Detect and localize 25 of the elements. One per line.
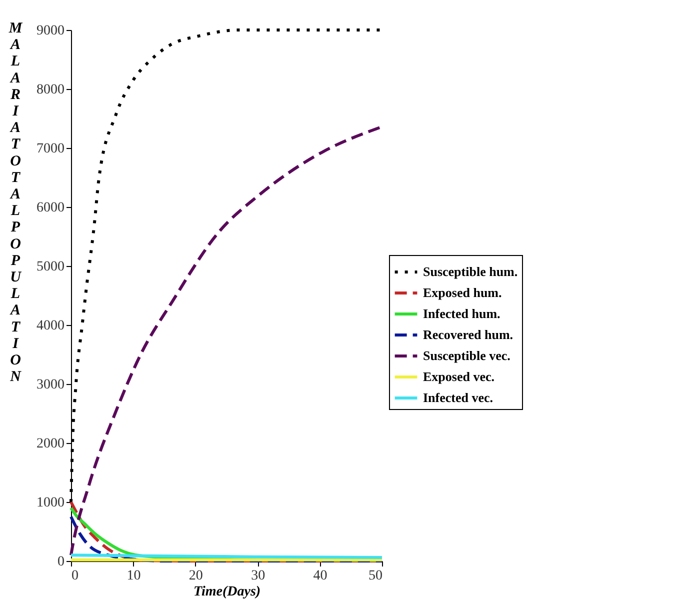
x-tick-label: 20 <box>188 568 203 584</box>
y-tick-label: 3000 <box>36 378 64 392</box>
x-tick-label: 0 <box>72 568 78 584</box>
legend-label: Recovered hum. <box>423 327 514 342</box>
text: MALARIA TOTAL POPULATION <box>8 20 22 386</box>
y-tick-label: 8000 <box>36 82 64 98</box>
y-tick-label: 0 <box>58 554 64 570</box>
legend-label: Exposed hum. <box>423 285 502 300</box>
legend-label: Exposed vec. <box>423 369 494 384</box>
y-tick-label: 4000 <box>36 318 64 334</box>
x-tick-label: 40 <box>313 568 328 584</box>
y-tick-label: 5000 <box>36 260 64 274</box>
x-axis-title: Time(Days) <box>193 584 261 600</box>
legend-label: Susceptible vec. <box>423 348 510 363</box>
legend-label: Susceptible hum. <box>423 264 518 279</box>
y-tick-label: 1000 <box>36 496 64 510</box>
x-tick-label: 50 <box>368 568 382 584</box>
y-tick-label: 9000 <box>36 24 64 38</box>
x-tick-label: 10 <box>126 568 141 584</box>
x-tick-label: 30 <box>251 568 266 584</box>
legend-label: Infected vec. <box>423 390 494 405</box>
y-tick-label: 2000 <box>36 436 64 452</box>
y-tick-label: 7000 <box>36 142 64 156</box>
legend-label: Infected hum. <box>423 306 500 321</box>
y-tick-label: 6000 <box>36 200 64 216</box>
